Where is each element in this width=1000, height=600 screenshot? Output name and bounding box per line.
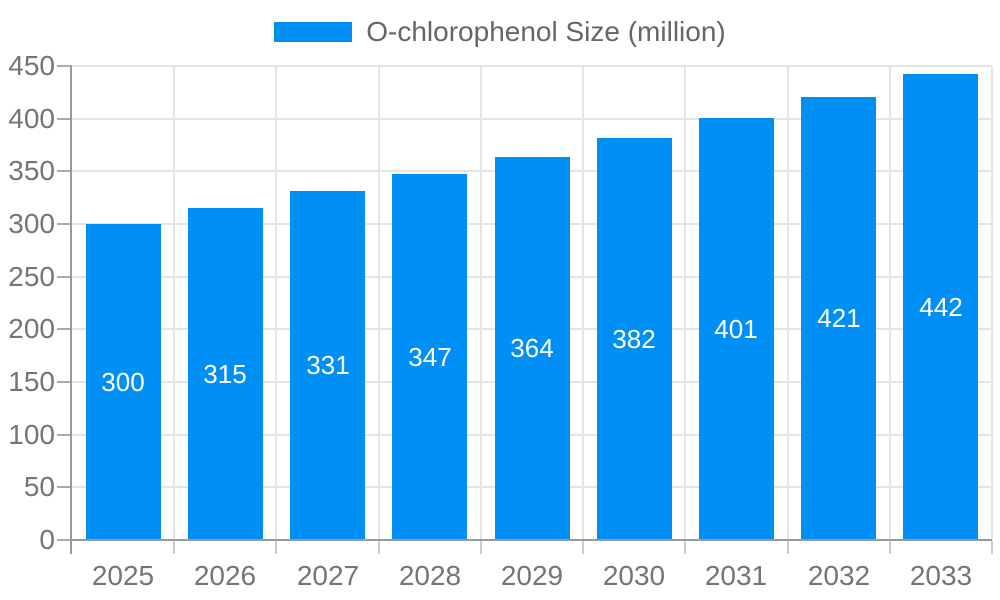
y-axis-label: 400 — [8, 103, 55, 134]
y-axis-tick — [57, 118, 72, 120]
x-axis-label: 2033 — [909, 560, 973, 591]
y-axis-label: 450 — [8, 50, 55, 81]
bar — [699, 118, 774, 539]
bar-value-label: 382 — [612, 324, 656, 354]
y-axis-tick — [57, 276, 72, 278]
y-axis-label: 100 — [8, 419, 55, 450]
x-axis-tick — [787, 541, 789, 554]
bar — [188, 208, 263, 539]
y-axis-label: 50 — [23, 471, 55, 502]
x-axis-tick — [582, 541, 584, 554]
y-axis-label: 250 — [8, 261, 55, 292]
x-axis-tick — [889, 541, 891, 554]
gridline-vertical — [378, 66, 380, 540]
y-axis-line — [70, 66, 72, 554]
x-axis-label: 2029 — [500, 560, 564, 591]
y-axis-tick — [57, 539, 72, 541]
bar — [290, 191, 365, 539]
bar — [392, 174, 467, 539]
legend-label: O-chlorophenol Size (million) — [366, 16, 726, 47]
x-axis-label: 2031 — [704, 560, 768, 591]
y-axis-tick — [57, 381, 72, 383]
x-axis-line — [70, 539, 992, 541]
bar-value-label: 331 — [306, 350, 350, 380]
y-axis-tick — [57, 170, 72, 172]
bar-value-label: 442 — [919, 292, 963, 322]
x-axis-label: 2026 — [193, 560, 257, 591]
bar-value-label: 347 — [408, 342, 452, 372]
y-axis-tick — [57, 486, 72, 488]
bar-value-label: 401 — [714, 314, 758, 344]
y-axis-label: 300 — [8, 208, 55, 239]
y-axis-tick — [57, 223, 72, 225]
x-axis-tick — [378, 541, 380, 554]
legend-item[interactable]: O-chlorophenol Size (million) — [274, 16, 726, 48]
gridline-vertical — [991, 66, 993, 540]
x-axis-label: 2027 — [296, 560, 360, 591]
x-axis-label: 2032 — [807, 560, 871, 591]
x-axis-tick — [684, 541, 686, 554]
bar — [86, 224, 161, 539]
x-axis-tick — [480, 541, 482, 554]
x-axis-label: 2030 — [602, 560, 666, 591]
y-axis-tick — [57, 328, 72, 330]
gridline-vertical — [889, 66, 891, 540]
legend: O-chlorophenol Size (million) — [0, 16, 1000, 48]
x-axis-tick — [173, 541, 175, 554]
gridline-vertical — [275, 66, 277, 540]
y-axis-label: 0 — [39, 524, 55, 555]
gridline-vertical — [787, 66, 789, 540]
y-axis-label: 200 — [8, 313, 55, 344]
bar — [903, 74, 978, 539]
gridline-vertical — [173, 66, 175, 540]
y-axis-tick — [57, 65, 72, 67]
gridline-horizontal — [72, 118, 992, 120]
bar — [597, 138, 672, 539]
x-axis-tick — [275, 541, 277, 554]
gridline-vertical — [684, 66, 686, 540]
bar-value-label: 300 — [101, 367, 145, 397]
y-axis-label: 150 — [8, 366, 55, 397]
x-axis-label: 2028 — [398, 560, 462, 591]
x-axis-label: 2025 — [91, 560, 155, 591]
gridline-vertical — [582, 66, 584, 540]
bar-value-label: 364 — [510, 333, 554, 363]
bar — [495, 157, 570, 539]
legend-color-swatch — [274, 22, 353, 42]
x-axis-tick — [991, 541, 993, 554]
bar-value-label: 421 — [817, 303, 861, 333]
bar — [801, 97, 876, 539]
gridline-vertical — [480, 66, 482, 540]
bar-value-label: 315 — [203, 359, 247, 389]
y-axis-tick — [57, 434, 72, 436]
y-axis-label: 350 — [8, 155, 55, 186]
gridline-horizontal — [72, 65, 992, 67]
